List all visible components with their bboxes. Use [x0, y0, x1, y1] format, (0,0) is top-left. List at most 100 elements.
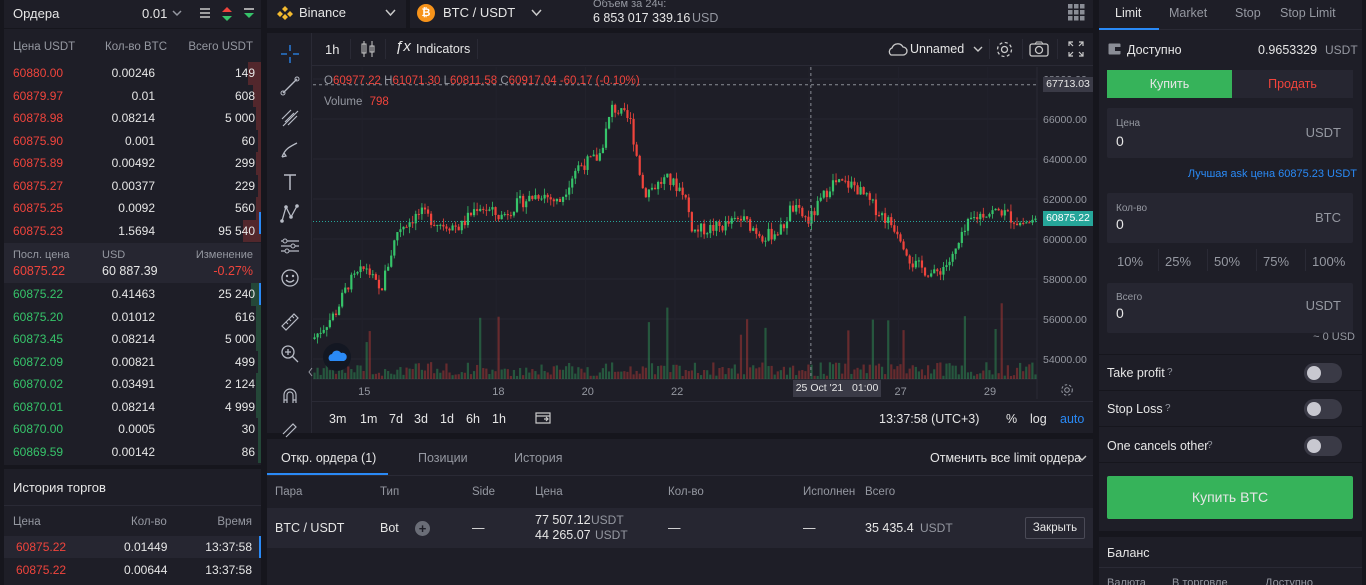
orderbook-row[interactable]: 60870.01 0.08214 4 999 [4, 395, 261, 418]
chart-settings-gear-icon[interactable] [1060, 383, 1074, 397]
orderbook-row[interactable]: 60875.89 0.00492 299 [4, 152, 261, 175]
collapse-toolbar-icon[interactable] [308, 366, 313, 378]
take-profit-toggle[interactable] [1304, 363, 1342, 383]
candle-body [611, 104, 614, 117]
period-button-3m[interactable]: 3m [329, 412, 347, 426]
price-input[interactable]: Цена 0 USDT [1107, 108, 1353, 158]
exchange-select[interactable]: Binance [299, 5, 346, 20]
emoji-icon[interactable] [279, 267, 301, 289]
lock-drawings-icon[interactable] [279, 416, 301, 438]
period-button-6h[interactable]: 6h [466, 412, 480, 426]
tradingview-logo-icon[interactable] [323, 343, 351, 371]
layout-name[interactable]: Unnamed [910, 42, 965, 56]
step-select[interactable]: 0.01 [142, 6, 168, 21]
brush-icon[interactable] [279, 139, 301, 161]
close-order-button[interactable]: Закрыть [1025, 517, 1085, 539]
tab-limit[interactable]: Limit [1115, 6, 1142, 20]
crosshair-icon[interactable] [279, 43, 301, 65]
buy-tab[interactable]: Купить [1107, 70, 1232, 98]
candle-body [439, 224, 442, 226]
orderbook-row[interactable]: 60875.22 0.41463 25 240 [4, 283, 261, 306]
candle-type-icon[interactable] [360, 40, 376, 58]
total-value[interactable]: 0 [1116, 305, 1124, 321]
magnet-icon[interactable] [279, 385, 301, 407]
grid-layout-icon[interactable] [1068, 4, 1085, 21]
period-button-1h[interactable]: 1h [492, 412, 506, 426]
orderbook-row[interactable]: 60875.25 0.0092 560 [4, 197, 261, 220]
orderbook-row[interactable]: 60880.00 0.00246 149 [4, 62, 261, 85]
total-input[interactable]: Всего 0 USDT [1107, 283, 1353, 333]
chevron-down-icon[interactable] [172, 10, 182, 18]
orderbook-bids-icon[interactable] [243, 7, 255, 21]
period-button-1m[interactable]: 1m [360, 412, 378, 426]
period-button-7d[interactable]: 7d [389, 412, 403, 426]
orderbook-row[interactable]: 60873.45 0.08214 5 000 [4, 328, 261, 351]
chevron-down-icon[interactable] [1077, 455, 1087, 462]
price-value[interactable]: 0 [1116, 133, 1124, 149]
oco-toggle[interactable] [1304, 436, 1342, 456]
period-button-3d[interactable]: 3d [414, 412, 428, 426]
orderbook-row[interactable]: 60875.20 0.01012 616 [4, 305, 261, 328]
cloud-icon[interactable] [886, 42, 908, 57]
percent-75-button[interactable]: 75% [1263, 254, 1290, 269]
percent-50-button[interactable]: 50% [1214, 254, 1241, 269]
indicators-button[interactable]: Indicators [416, 42, 471, 56]
camera-icon[interactable] [1029, 41, 1049, 57]
qty-input[interactable]: Кол-во 0 BTC [1107, 193, 1353, 243]
indicators-icon[interactable]: ƒx [395, 38, 411, 55]
percent-10-button[interactable]: 10% [1117, 254, 1144, 269]
orderbook-row[interactable]: 60879.97 0.01 608 [4, 84, 261, 107]
pair-select[interactable]: BTC / USDT [443, 5, 516, 20]
chevron-down-icon[interactable] [385, 9, 396, 17]
best-ask-link[interactable]: Лучшая ask цена 60875.23 USDT [1187, 168, 1357, 180]
interval-button[interactable]: 1h [325, 42, 340, 57]
help-icon[interactable]: ? [1207, 440, 1213, 451]
tab-stop-limit[interactable]: Stop Limit [1280, 6, 1336, 20]
chevron-down-icon[interactable] [531, 9, 542, 17]
orderbook-row[interactable]: 60875.27 0.00377 229 [4, 174, 261, 197]
sell-tab[interactable]: Продать [1232, 70, 1353, 98]
ruler-icon[interactable] [279, 311, 301, 333]
orderbook-row[interactable]: 60875.23 1.5694 95 540 [4, 219, 261, 242]
fib-icon[interactable] [279, 107, 301, 129]
orderbook-row[interactable]: 60875.90 0.001 60 [4, 129, 261, 152]
orderbook-row[interactable]: 60878.98 0.08214 5 000 [4, 107, 261, 130]
percent-25-button[interactable]: 25% [1165, 254, 1192, 269]
period-button-1d[interactable]: 1d [440, 412, 454, 426]
text-tool-icon[interactable] [279, 171, 301, 193]
date-range-icon[interactable] [535, 410, 551, 426]
prediction-icon[interactable] [279, 235, 301, 257]
orderbook-row[interactable]: 60870.02 0.03491 2 124 [4, 373, 261, 396]
orderbook-row[interactable]: 60870.00 0.0005 30 [4, 418, 261, 441]
stop-loss-toggle[interactable] [1304, 399, 1342, 419]
buy-btc-button[interactable]: Купить BTC [1107, 476, 1353, 519]
orderbook-qty: 0.001 [124, 133, 155, 148]
help-icon[interactable]: ? [1167, 367, 1173, 378]
settings-gear-icon[interactable] [995, 40, 1014, 59]
fullscreen-icon[interactable] [1068, 41, 1084, 57]
tab-open-orders[interactable]: Откр. ордера (1) [281, 451, 377, 465]
percent-scale-button[interactable]: % [1006, 412, 1018, 426]
trend-line-icon[interactable] [279, 75, 301, 97]
depth-bar [258, 129, 261, 152]
log-scale-button[interactable]: log [1030, 412, 1047, 426]
chevron-down-icon[interactable] [973, 46, 983, 53]
tab-market[interactable]: Market [1169, 6, 1208, 20]
expand-plus-icon[interactable]: + [415, 521, 430, 536]
zoom-in-icon[interactable] [279, 343, 301, 365]
orderbook-split-icon[interactable] [221, 6, 233, 22]
tab-history[interactable]: История [514, 451, 563, 465]
candlestick-chart[interactable]: 68000.0066000.0064000.0062000.0060000.00… [313, 67, 1093, 399]
orderbook-row[interactable]: 60869.59 0.00142 86 [4, 440, 261, 463]
pattern-icon[interactable] [279, 203, 301, 225]
qty-value[interactable]: 0 [1116, 216, 1124, 232]
help-icon[interactable]: ? [1165, 403, 1171, 414]
orderbook-row[interactable]: 60872.09 0.00821 499 [4, 350, 261, 373]
auto-scale-button[interactable]: auto [1060, 412, 1085, 426]
cancel-all-button[interactable]: Отменить все limit ордера [930, 451, 1082, 465]
tab-positions[interactable]: Позиции [418, 451, 468, 465]
percent-100-button[interactable]: 100% [1312, 254, 1346, 269]
candle-body [1006, 210, 1009, 212]
tab-stop[interactable]: Stop [1235, 6, 1261, 20]
orderbook-both-icon[interactable] [199, 7, 211, 21]
